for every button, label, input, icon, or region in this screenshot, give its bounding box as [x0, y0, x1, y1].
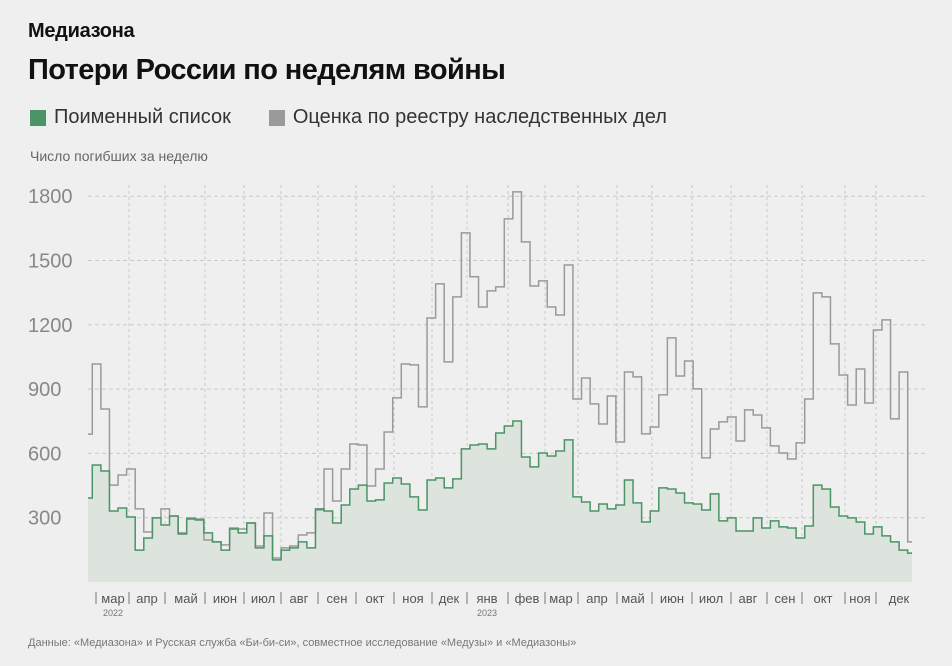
x-month-label: мар: [549, 591, 572, 606]
x-month-label: окт: [813, 591, 832, 606]
x-month-label: апр: [136, 591, 158, 606]
x-month-label: ноя: [849, 591, 870, 606]
x-year-label: 2022: [103, 608, 123, 618]
x-month-label: июл: [699, 591, 723, 606]
y-tick-label: 1200: [28, 315, 73, 337]
y-axis-label: Число погибших за неделю: [30, 148, 208, 164]
x-month-label: сен: [775, 591, 796, 606]
legend: Поименный список Оценка по реестру насле…: [30, 106, 705, 129]
series-line-probate-estimate: [88, 191, 912, 559]
x-month-label: дек: [439, 591, 460, 606]
chart-title: Потери России по неделям войны: [28, 54, 506, 86]
x-month-label: фев: [515, 591, 540, 606]
legend-swatch-gray: [268, 109, 285, 126]
series-line-named-list: [88, 420, 912, 561]
x-year-label: 2023: [477, 608, 497, 618]
y-tick-label: 1500: [28, 251, 73, 273]
legend-label: Оценка по реестру наследственных дел: [292, 106, 667, 128]
legend-label: Поименный список: [54, 106, 231, 128]
x-month-label: ноя: [402, 591, 423, 606]
x-month-label: окт: [365, 591, 384, 606]
x-month-label: мар: [101, 591, 124, 606]
x-month-label: май: [621, 591, 644, 606]
y-tick-label: 1800: [28, 186, 73, 208]
y-tick-label: 600: [28, 443, 61, 465]
x-month-label: авг: [739, 591, 758, 606]
x-month-label: янв: [476, 591, 497, 606]
legend-swatch-green: [30, 109, 46, 126]
y-tick-label: 300: [28, 508, 61, 530]
source-note: Данные: «Медиазона» и Русская служба «Би…: [28, 637, 577, 649]
x-month-label: июл: [251, 591, 275, 606]
x-month-label: апр: [586, 591, 608, 606]
brand-logo: Медиазона: [28, 20, 135, 42]
x-month-label: июн: [213, 591, 237, 606]
x-month-label: сен: [327, 591, 348, 606]
x-month-label: май: [174, 591, 197, 606]
legend-item-named-list: Поименный список: [30, 106, 231, 129]
y-tick-label: 900: [28, 379, 61, 401]
x-month-label: дек: [889, 591, 910, 606]
x-month-label: июн: [660, 591, 684, 606]
series-fill-named-list: [88, 421, 912, 582]
legend-item-probate-estimate: Оценка по реестру наследственных дел: [268, 106, 667, 129]
x-month-label: авг: [290, 591, 309, 606]
